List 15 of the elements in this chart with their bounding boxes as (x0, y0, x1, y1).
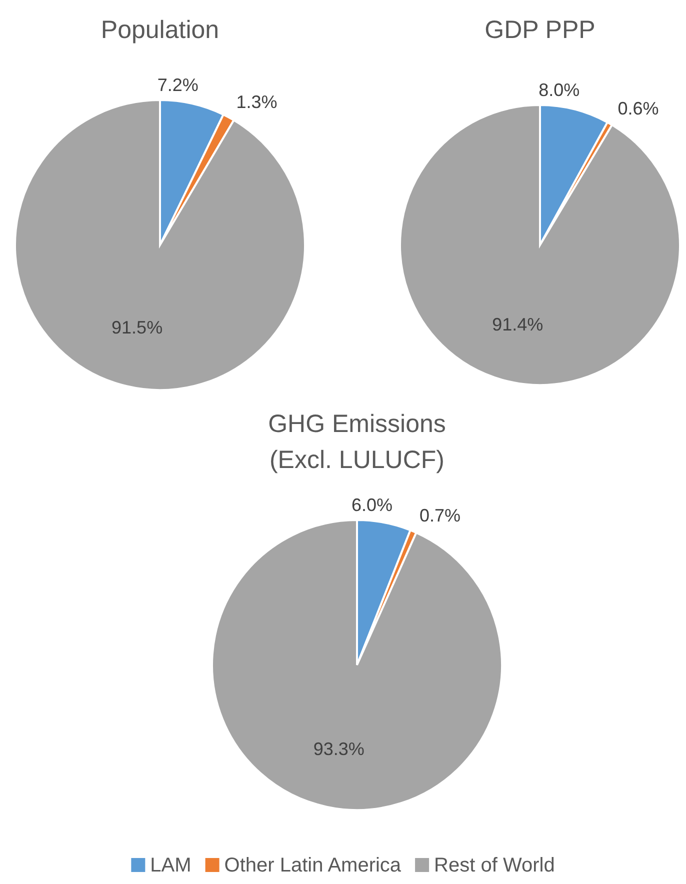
data-label: 0.7% (420, 505, 461, 526)
data-label: 93.3% (313, 738, 364, 759)
data-label: 91.5% (112, 318, 163, 338)
data-label: 8.0% (538, 80, 580, 100)
chart-title: GHG Emissions (Excl. LULUCF) (268, 410, 446, 474)
data-label: 7.2% (157, 74, 198, 95)
legend-label: Other Latin America (224, 854, 402, 876)
chart-title: Population (100, 16, 220, 44)
data-label: 6.0% (351, 494, 392, 515)
data-label: 91.4% (492, 314, 544, 335)
chart-title: GDP PPP (484, 16, 596, 44)
legend-label: Rest of World (434, 854, 555, 876)
data-label: 1.3% (236, 92, 278, 112)
data-label: 0.6% (618, 98, 659, 118)
legend-label: LAM (150, 854, 192, 876)
